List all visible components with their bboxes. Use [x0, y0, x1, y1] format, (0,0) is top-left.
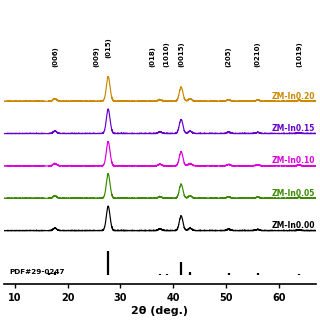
Text: (009): (009) [94, 46, 100, 67]
Text: ZM-In0.00: ZM-In0.00 [271, 221, 315, 230]
Text: (006): (006) [52, 46, 58, 67]
Text: (018): (018) [149, 46, 155, 67]
Text: ZM-In0.05: ZM-In0.05 [271, 189, 315, 198]
Text: (205): (205) [226, 47, 232, 67]
X-axis label: 2θ (deg.): 2θ (deg.) [132, 306, 188, 316]
Text: (0210): (0210) [255, 42, 261, 67]
Text: (015): (015) [105, 37, 111, 58]
Text: (0015): (0015) [178, 42, 184, 67]
Text: PDF#29-0247: PDF#29-0247 [10, 269, 65, 275]
Text: (1019): (1019) [296, 42, 302, 67]
Text: ZM-In0.20: ZM-In0.20 [271, 92, 315, 100]
Text: ZM-In0.10: ZM-In0.10 [271, 156, 315, 165]
Text: (1010): (1010) [163, 42, 169, 67]
Text: ZM-In0.15: ZM-In0.15 [271, 124, 315, 133]
